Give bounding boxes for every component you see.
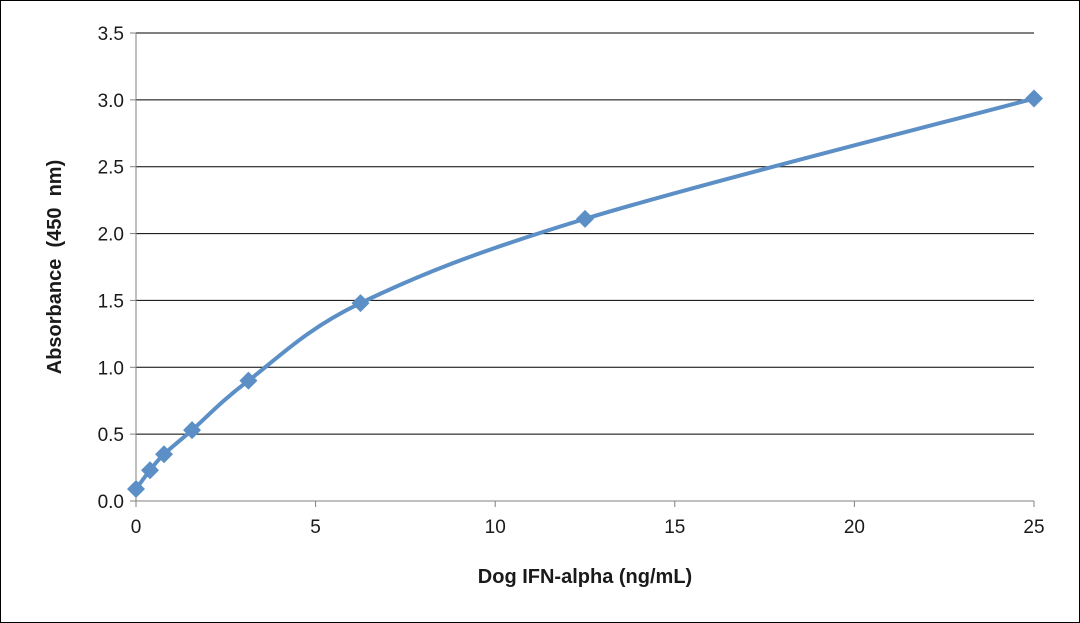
x-tick-label: 15 [664, 517, 685, 538]
y-tick-label: 3.0 [98, 91, 124, 112]
data-point-marker [1025, 89, 1043, 108]
x-axis-label: Dog IFN-alpha (ng/mL) [478, 566, 692, 588]
gridlines [136, 32, 1034, 435]
y-tick-label: 0.0 [98, 492, 124, 513]
series-line [134, 96, 1036, 491]
x-tick-label: 5 [310, 517, 321, 538]
y-tick-label: 1.0 [98, 358, 124, 379]
data-point-marker [141, 461, 160, 480]
x-tick-label: 25 [1023, 517, 1044, 538]
y-tick-label: 2.0 [98, 225, 124, 246]
axes [130, 32, 1035, 507]
y-tick-labels: 0.0 0.5 1.0 1.5 2.0 2.5 3.0 3.5 [98, 24, 124, 513]
y-axis-label: Absorbance (450 nm) [44, 160, 66, 375]
y-tick-label: 2.5 [98, 158, 124, 179]
x-tick-label: 0 [131, 517, 142, 538]
data-point-marker [576, 209, 594, 228]
data-points [127, 89, 1043, 498]
data-point-marker [127, 479, 145, 498]
y-tick-label: 0.5 [98, 425, 124, 446]
y-tick-label: 3.5 [98, 24, 124, 45]
data-point-marker [351, 294, 370, 313]
x-tick-labels: 0 5 10 15 20 25 [131, 517, 1045, 538]
data-point-marker [239, 371, 258, 390]
x-tick-label: 10 [485, 517, 506, 538]
data-point-marker [155, 445, 174, 464]
x-tick-label: 20 [844, 517, 865, 538]
y-tick-label: 1.5 [98, 291, 124, 312]
data-point-marker [183, 421, 202, 440]
